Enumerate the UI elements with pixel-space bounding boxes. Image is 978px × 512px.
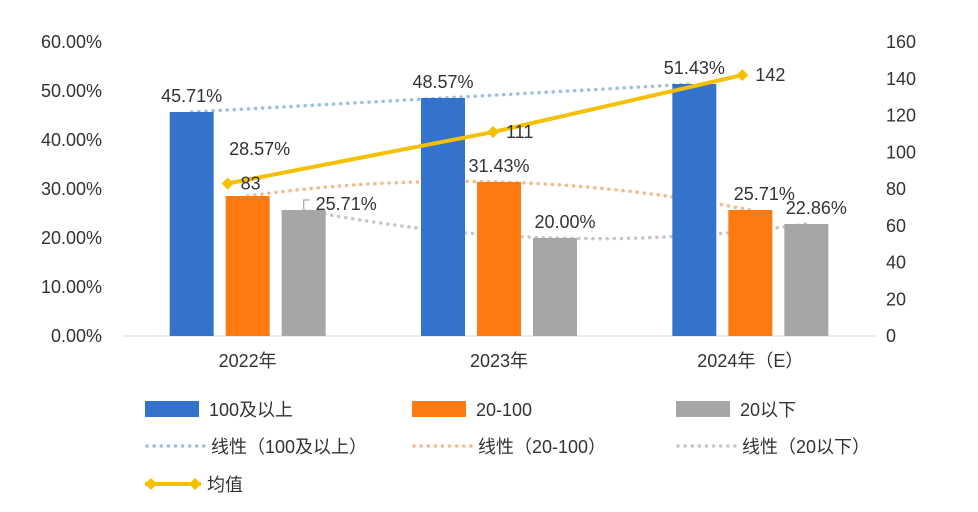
y-left-tick-label: 10.00% xyxy=(41,277,102,297)
y-right-tick-label: 160 xyxy=(886,32,916,52)
y-right-tick-label: 140 xyxy=(886,69,916,89)
y-right-tick-label: 120 xyxy=(886,106,916,126)
mean-data-label: 142 xyxy=(755,65,785,85)
legend-trend-under20-label: 线性（20以下） xyxy=(742,437,870,457)
legend-bar-100plus-label: 100及以上 xyxy=(209,400,293,420)
y-left-tick-label: 30.00% xyxy=(41,179,102,199)
y-left-tick-label: 40.00% xyxy=(41,130,102,150)
bar-100plus xyxy=(169,112,214,336)
bar-20-100 xyxy=(225,196,270,336)
data-label-leader-line xyxy=(303,199,310,209)
y-right-tick-label: 60 xyxy=(886,216,906,236)
legend-mean-line-marker xyxy=(145,478,157,490)
bar-under20 xyxy=(533,238,577,336)
y-right-tick-label: 0 xyxy=(886,326,896,346)
bar-data-label: 48.57% xyxy=(412,72,473,92)
legend-trend-20-100-label: 线性（20-100） xyxy=(478,437,606,457)
y-right-tick-label: 40 xyxy=(886,253,906,273)
bar-data-label: 22.86% xyxy=(786,198,847,218)
bar-data-label: 25.71% xyxy=(734,184,795,204)
mean-line-marker xyxy=(487,126,499,139)
y-left-tick-label: 20.00% xyxy=(41,228,102,248)
bar-data-label: 31.43% xyxy=(468,156,529,176)
trendline-under20 xyxy=(301,208,809,241)
legend-bar-100plus-swatch xyxy=(145,401,199,417)
x-category-label: 2022年 xyxy=(219,351,277,371)
trendline-100plus xyxy=(189,82,697,114)
legend-bar-under20-label: 20以下 xyxy=(740,400,796,420)
legend-bar-20-100-label: 20-100 xyxy=(476,400,532,420)
mean-line-group xyxy=(221,69,749,190)
data-labels-group: 83 111 142 45.71% 48.57% 51.43% 28.57% 31.43% 25… xyxy=(161,58,847,232)
bar-100plus xyxy=(421,98,465,336)
bars-group xyxy=(169,83,829,336)
bar-20-100 xyxy=(728,210,773,336)
legend-trend-100plus-label: 线性（100及以上） xyxy=(211,437,367,457)
legend-mean-line-marker xyxy=(189,478,201,490)
bar-under20 xyxy=(281,210,326,336)
mean-line-marker xyxy=(221,177,234,190)
legend-bar-20-100-swatch xyxy=(412,401,466,417)
y-left-tick-label: 0.00% xyxy=(51,326,102,346)
bar-20-100 xyxy=(477,181,521,336)
bar-under20 xyxy=(784,223,829,336)
y-right-tick-label: 80 xyxy=(886,179,906,199)
x-category-label: 2024年（E） xyxy=(697,351,803,371)
mean-line-marker xyxy=(736,69,749,82)
legend-bar-under20-swatch xyxy=(676,401,730,417)
bar-100plus xyxy=(672,83,717,336)
mean-data-label: 111 xyxy=(506,122,533,142)
x-category-label: 2023年 xyxy=(470,351,528,371)
trendlines-group xyxy=(189,82,809,241)
bar-data-label: 20.00% xyxy=(534,212,595,232)
trendline-20-100 xyxy=(245,179,753,212)
y-right-tick-label: 20 xyxy=(886,289,906,309)
mean-data-label: 83 xyxy=(241,173,261,193)
bar-data-label: 28.57% xyxy=(229,139,290,159)
legend-mean-line-label: 均值 xyxy=(207,475,243,495)
y-right-tick-label: 100 xyxy=(886,142,916,162)
y-left-tick-label: 60.00% xyxy=(41,32,102,52)
bar-data-label: 45.71% xyxy=(161,86,222,106)
y-left-tick-label: 50.00% xyxy=(41,81,102,101)
bar-data-label: 25.71% xyxy=(316,194,377,214)
axes-group: 0.00% 10.00% 20.00% 30.00% 40.00% 50.00% 60.00… xyxy=(41,32,916,371)
bar-data-label: 51.43% xyxy=(664,58,725,78)
